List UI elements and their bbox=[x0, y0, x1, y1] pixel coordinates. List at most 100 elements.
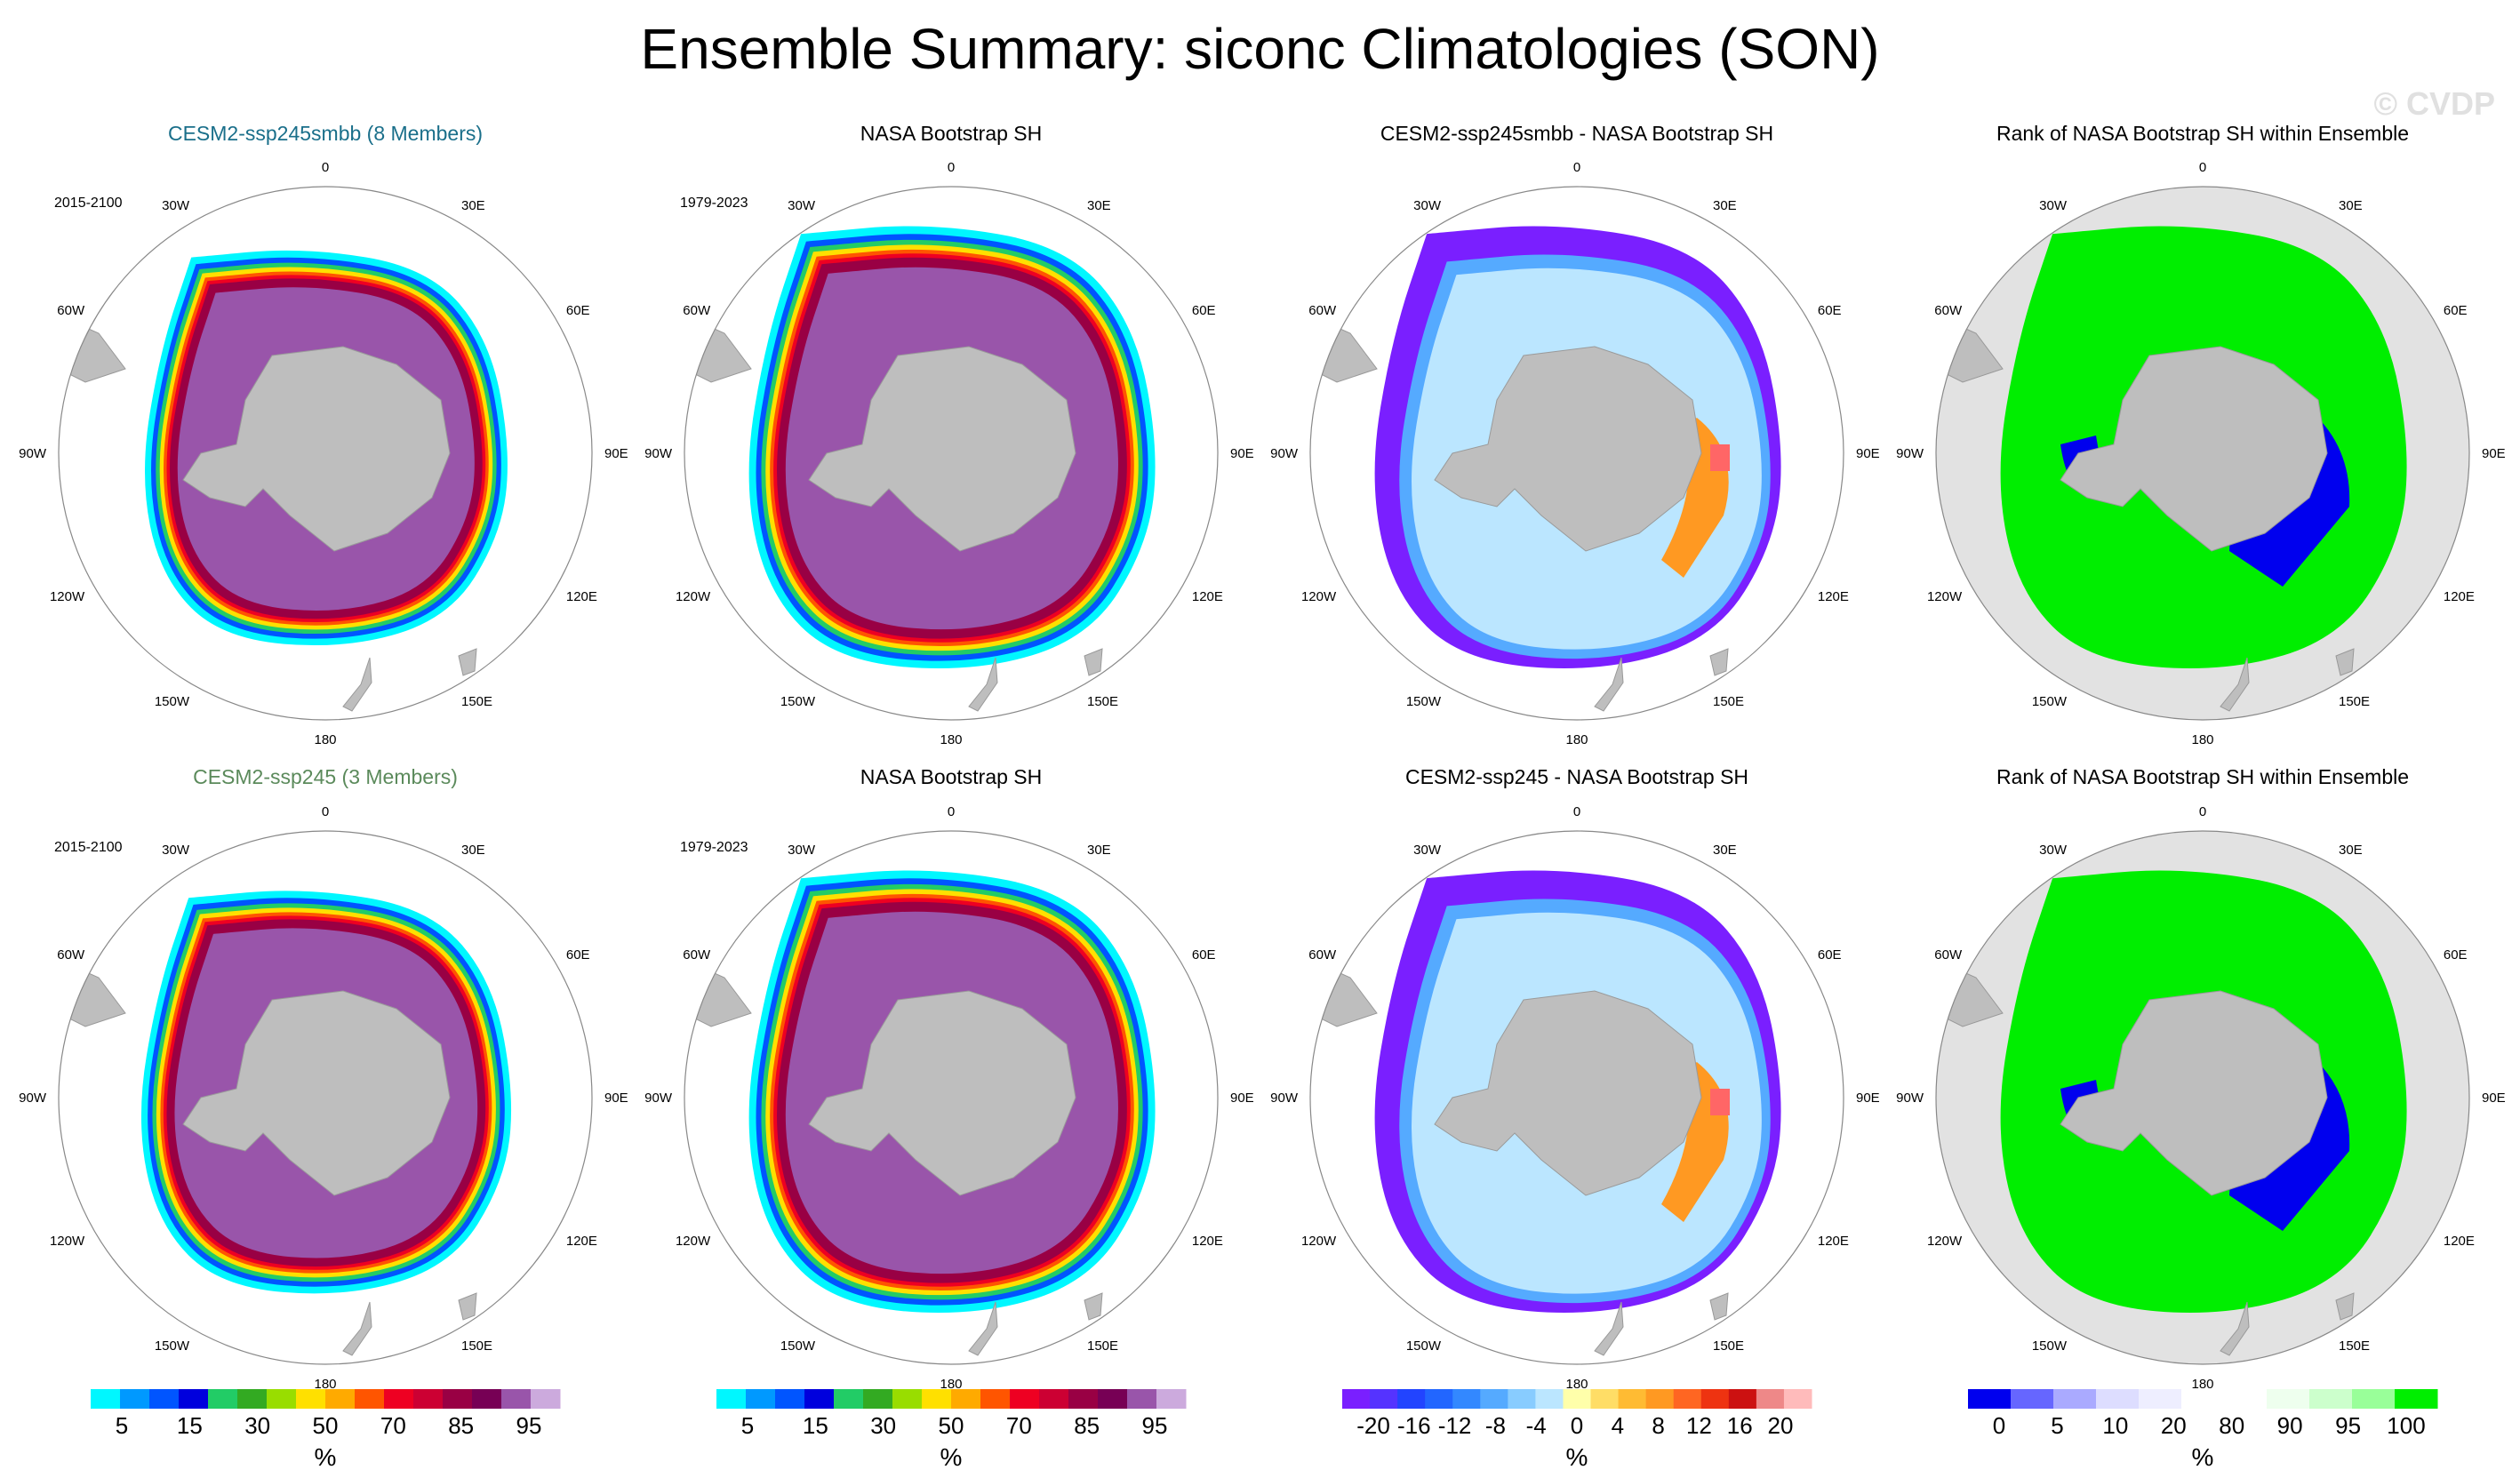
colorbar-swatch bbox=[1590, 1389, 1620, 1409]
colorbar-tick-label: 100 bbox=[2387, 1412, 2425, 1439]
colorbar: 5 15 30 50 70 85 95% bbox=[91, 1389, 561, 1471]
colorbar-unit: % bbox=[315, 1443, 337, 1471]
map-border bbox=[684, 830, 1219, 1365]
longitude-label: 60W bbox=[1934, 947, 1963, 963]
colorbar-tick-label: 20 bbox=[2161, 1412, 2187, 1439]
colorbar-swatch bbox=[1673, 1389, 1702, 1409]
longitude-label: 90E bbox=[2482, 1091, 2506, 1106]
longitude-label: 30W bbox=[2039, 843, 2068, 858]
colorbar-swatch bbox=[980, 1389, 1011, 1409]
longitude-label: 180 bbox=[314, 732, 336, 747]
difference-positive-anomaly bbox=[1710, 444, 1730, 471]
tasmania-landmass bbox=[1084, 1292, 1103, 1321]
longitude-label: 60W bbox=[57, 947, 85, 963]
colorbar-tick-label: 0 bbox=[1993, 1412, 2005, 1439]
colorbar-swatch bbox=[1425, 1389, 1453, 1409]
colorbar-swatch bbox=[501, 1389, 532, 1409]
longitude-label: 150E bbox=[461, 694, 492, 709]
difference-positive-anomaly bbox=[1710, 1089, 1730, 1115]
map-panel: NASA Bootstrap SH 1979-2023 0 30E 60E 90E 120E… bbox=[644, 122, 1254, 747]
longitude-label: 60E bbox=[566, 947, 590, 963]
colorbar-swatch bbox=[951, 1389, 981, 1409]
longitude-label: 180 bbox=[2191, 732, 2213, 747]
colorbar-swatch bbox=[2181, 1389, 2225, 1409]
colorbar-tick-label: -12 bbox=[1438, 1412, 1472, 1439]
longitude-label: 30E bbox=[1713, 198, 1737, 213]
colorbar-swatch bbox=[804, 1389, 835, 1409]
new-zealand-landmass bbox=[1594, 657, 1624, 712]
longitude-label: 60W bbox=[1934, 303, 1963, 318]
panel-title: Rank of NASA Bootstrap SH within Ensembl… bbox=[1996, 122, 2409, 145]
colorbar-tick-label: -4 bbox=[1526, 1412, 1547, 1439]
longitude-label: 120E bbox=[2444, 1234, 2475, 1249]
colorbar-swatch bbox=[1370, 1389, 1398, 1409]
longitude-label: 30W bbox=[1413, 198, 1442, 213]
longitude-label: 120W bbox=[1927, 589, 1963, 604]
longitude-label: 120E bbox=[566, 1234, 597, 1249]
colorbar: -20 -16 -12 -8 -4 0 4 8 12 16 20% bbox=[1342, 1389, 1812, 1471]
colorbar-swatch bbox=[1098, 1389, 1128, 1409]
colorbar-swatch bbox=[2096, 1389, 2140, 1409]
colorbar-tick-label: 50 bbox=[939, 1412, 964, 1439]
panel-title: CESM2-ssp245smbb (8 Members) bbox=[168, 122, 483, 145]
period-label: 2015-2100 bbox=[54, 840, 123, 855]
antarctica-landmass bbox=[808, 346, 1076, 552]
longitude-label: 150W bbox=[1406, 694, 1442, 709]
longitude-label: 180 bbox=[314, 1377, 336, 1392]
colorbar-tick-label: 5 bbox=[741, 1412, 754, 1439]
colorbar-tick-label: 90 bbox=[2277, 1412, 2303, 1439]
longitude-label: 180 bbox=[2191, 1377, 2213, 1392]
colorbar-swatch bbox=[2267, 1389, 2310, 1409]
new-zealand-landmass bbox=[342, 657, 372, 712]
longitude-label: 120E bbox=[1192, 589, 1223, 604]
colorbar-swatch bbox=[1968, 1389, 2012, 1409]
colorbar-tick-label: 70 bbox=[380, 1412, 406, 1439]
colorbar-tick-label: 8 bbox=[1652, 1412, 1664, 1439]
colorbar-tick-label: 4 bbox=[1612, 1412, 1624, 1439]
antarctica-landmass bbox=[2060, 990, 2328, 1196]
longitude-label: 120W bbox=[1301, 589, 1337, 604]
antarctica-landmass bbox=[182, 990, 451, 1196]
longitude-label: 90E bbox=[1230, 446, 1254, 461]
new-zealand-landmass bbox=[342, 1301, 372, 1356]
tasmania-landmass bbox=[458, 648, 477, 676]
colorbar-tick-label: 5 bbox=[116, 1412, 128, 1439]
longitude-label: 30W bbox=[162, 843, 190, 858]
longitude-label: 120E bbox=[1818, 589, 1849, 604]
colorbar-tick-label: 85 bbox=[1074, 1412, 1100, 1439]
map-panel: CESM2-ssp245 - NASA Bootstrap SH 0 30E 60E 9… bbox=[1270, 765, 1880, 1392]
colorbar-tick-label: 16 bbox=[1727, 1412, 1753, 1439]
map-panel: NASA Bootstrap SH 1979-2023 0 30E 60E 90E 120E… bbox=[644, 765, 1254, 1392]
colorbar-swatch bbox=[1535, 1389, 1564, 1409]
colorbar-tick-label: 85 bbox=[448, 1412, 474, 1439]
colorbar-swatch bbox=[1563, 1389, 1592, 1409]
longitude-label: 120W bbox=[1927, 1234, 1963, 1249]
longitude-label: 150W bbox=[1406, 1338, 1442, 1354]
new-zealand-landmass bbox=[968, 1301, 998, 1356]
map-panel: CESM2-ssp245smbb - NASA Bootstrap SH 0 30E… bbox=[1270, 122, 1880, 747]
colorbar-swatch bbox=[384, 1389, 414, 1409]
longitude-label: 0 bbox=[322, 160, 329, 175]
colorbar-swatch bbox=[1039, 1389, 1069, 1409]
colorbar-swatch bbox=[892, 1389, 923, 1409]
longitude-label: 0 bbox=[322, 804, 329, 819]
colorbar-tick-label: 15 bbox=[803, 1412, 828, 1439]
longitude-label: 0 bbox=[1573, 160, 1580, 175]
map-border bbox=[1309, 186, 1844, 721]
longitude-label: 150W bbox=[155, 694, 190, 709]
colorbar-swatch bbox=[863, 1389, 893, 1409]
colorbar-swatch bbox=[716, 1389, 747, 1409]
longitude-label: 0 bbox=[948, 160, 955, 175]
colorbar-tick-label: 95 bbox=[2335, 1412, 2361, 1439]
colorbar-tick-label: 0 bbox=[1571, 1412, 1583, 1439]
colorbar-swatch bbox=[1068, 1389, 1099, 1409]
cvdp-watermark: © CVDP bbox=[2373, 85, 2495, 122]
new-zealand-landmass bbox=[968, 657, 998, 712]
antarctica-landmass bbox=[1434, 990, 1702, 1196]
longitude-label: 90W bbox=[1896, 446, 1924, 461]
longitude-label: 0 bbox=[948, 804, 955, 819]
map-panel: CESM2-ssp245smbb (8 Members) 2015-2100 0 30… bbox=[19, 122, 628, 747]
map-border bbox=[1935, 186, 2470, 721]
longitude-label: 30W bbox=[1413, 843, 1442, 858]
